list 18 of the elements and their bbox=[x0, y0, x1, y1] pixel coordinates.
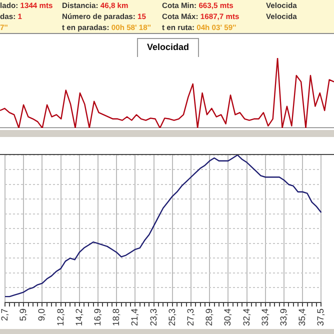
x-tick-label: 18,8 bbox=[111, 308, 122, 326]
x-tick-label: 12,8 bbox=[55, 308, 66, 326]
x-tick-label: 32,4 bbox=[241, 308, 252, 326]
x-tick-label: 28,9 bbox=[204, 308, 214, 326]
x-tick-label: 30,4 bbox=[222, 308, 233, 326]
x-tick-label: 27,3 bbox=[185, 308, 196, 326]
x-tick-label: 2,7 bbox=[0, 308, 10, 321]
x-tick-label: 33,4 bbox=[260, 308, 270, 326]
x-tick-label: 37,5 bbox=[316, 308, 326, 326]
x-tick-label: 14,2 bbox=[74, 308, 84, 326]
x-tick-label: 25,3 bbox=[166, 308, 177, 326]
x-tick-label: 33,9 bbox=[278, 308, 288, 326]
x-tick-label: 16,9 bbox=[92, 308, 102, 326]
x-tick-label: 5,9 bbox=[18, 308, 28, 321]
x-tick-label: 21,4 bbox=[130, 308, 140, 326]
x-tick-label: 23,3 bbox=[148, 308, 158, 326]
x-tick-label: 35,4 bbox=[297, 308, 308, 326]
x-tick-label: 9,0 bbox=[36, 308, 47, 321]
